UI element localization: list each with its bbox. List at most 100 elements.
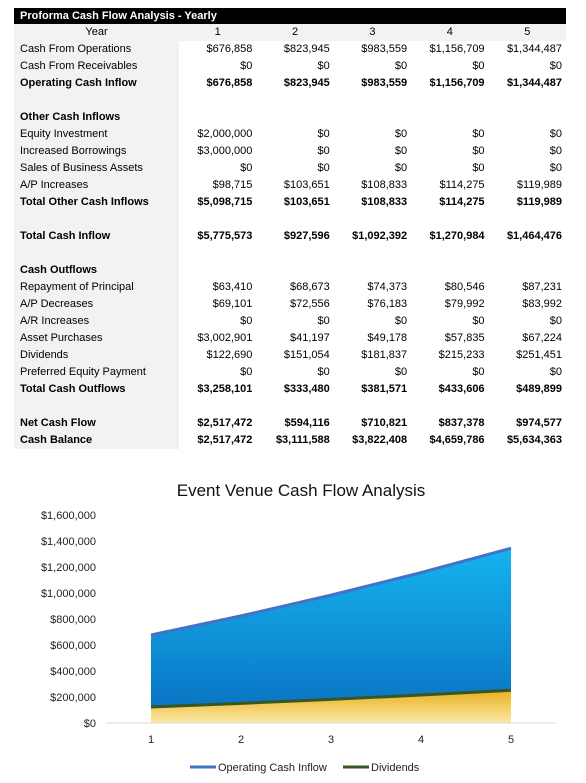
value-cell: [334, 92, 411, 109]
value-cell: $0: [317, 366, 330, 378]
table-row: [14, 245, 566, 262]
value-cell: $0: [317, 315, 330, 327]
x-tick-label: 4: [418, 734, 424, 746]
row-label: Cash Outflows: [14, 262, 179, 279]
value-cell: [256, 109, 333, 126]
value-cell: $0: [549, 145, 562, 157]
row-label: [14, 398, 179, 415]
row-label: [14, 245, 179, 262]
value-cell: $1,464,476: [506, 230, 562, 242]
value-cell: $5,634,363: [506, 434, 562, 446]
value-cell: [334, 109, 411, 126]
row-label: Equity Investment: [14, 126, 179, 143]
value-cell: $676,858: [206, 43, 253, 55]
value-cell: $0: [472, 60, 485, 72]
value-cell: [256, 398, 333, 415]
row-label: Cash Balance: [14, 432, 179, 449]
value-cell: $114,275: [439, 196, 485, 208]
value-cell: $0: [317, 60, 330, 72]
value-cell: $0: [549, 128, 562, 140]
value-cell: [489, 211, 566, 228]
value-cell: $710,821: [361, 417, 408, 429]
table-row: Dividends $122,690 $151,054 $181,837 $215,23…: [14, 347, 566, 364]
table-row: Operating Cash Inflow $676,858 $823,945 $98…: [14, 75, 566, 92]
value-cell: $76,183: [367, 298, 408, 310]
value-cell: [179, 262, 256, 279]
value-cell: $0: [394, 128, 408, 140]
table-row: Sales of Business Assets $0 $0 $0 $0 $0: [14, 160, 566, 177]
value-cell: [489, 109, 566, 126]
value-cell: $79,992: [444, 298, 485, 310]
value-cell: [256, 262, 333, 279]
value-cell: [489, 92, 566, 109]
value-cell: $0: [549, 162, 562, 174]
value-cell: $151,054: [283, 349, 330, 361]
line-operating-cash-inflow: [150, 546, 512, 637]
value-cell: $41,197: [290, 332, 330, 344]
table-row: A/P Increases $98,715 $103,651 $108,833 $114…: [14, 177, 566, 194]
row-label: Operating Cash Inflow: [14, 75, 179, 92]
row-label: Total Cash Outflows: [14, 381, 179, 398]
row-label: A/P Decreases: [14, 296, 179, 313]
value-cell: $0: [240, 162, 253, 174]
table-row: Other Cash Inflows: [14, 109, 566, 126]
cash-flow-chart: Event Venue Cash Flow Analysis $0 $200,00…: [0, 470, 586, 783]
value-cell: $1,344,487: [506, 43, 562, 55]
value-cell: $0: [317, 128, 330, 140]
value-cell: $0: [549, 366, 562, 378]
value-cell: $0: [317, 145, 330, 157]
chart-title: Event Venue Cash Flow Analysis: [177, 481, 426, 500]
value-cell: $103,651: [283, 196, 330, 208]
value-cell: $0: [394, 162, 408, 174]
row-label: Sales of Business Assets: [14, 160, 179, 177]
row-label: Cash From Operations: [14, 41, 179, 58]
row-label: Total Cash Inflow: [14, 228, 179, 245]
legend: Operating Cash Inflow Dividends: [190, 762, 420, 774]
value-cell: $1,344,487: [506, 77, 562, 89]
value-cell: [334, 211, 411, 228]
value-cell: $119,989: [516, 179, 562, 191]
value-cell: $5,775,573: [197, 230, 253, 242]
value-cell: $0: [317, 162, 330, 174]
value-cell: [179, 211, 256, 228]
y-tick-label: $1,200,000: [41, 562, 96, 574]
value-cell: $1,156,709: [429, 43, 485, 55]
row-label: Cash From Receivables: [14, 58, 179, 75]
value-cell: [411, 398, 488, 415]
value-cell: [256, 211, 333, 228]
row-label: Other Cash Inflows: [14, 109, 179, 126]
table-row: Cash Outflows: [14, 262, 566, 279]
value-cell: $0: [549, 315, 562, 327]
value-cell: [489, 262, 566, 279]
value-cell: $68,673: [290, 281, 330, 293]
x-tick-label: 5: [508, 734, 514, 746]
value-cell: $0: [394, 145, 408, 157]
value-cell: [334, 262, 411, 279]
chart-svg: Event Venue Cash Flow Analysis $0 $200,00…: [41, 481, 556, 774]
value-cell: $251,451: [516, 349, 562, 361]
plot-area: [150, 546, 512, 723]
table-title: Proforma Cash Flow Analysis - Yearly: [14, 8, 566, 24]
value-cell: $0: [472, 162, 485, 174]
value-cell: $0: [472, 145, 485, 157]
legend-label: Operating Cash Inflow: [218, 762, 327, 774]
value-cell: $114,275: [439, 179, 485, 191]
value-cell: [179, 92, 256, 109]
value-cell: $69,101: [212, 298, 253, 310]
value-cell: [256, 92, 333, 109]
year-header-cell: 4: [411, 24, 489, 41]
value-cell: $215,233: [438, 349, 485, 361]
y-axis: $0 $200,000 $400,000 $600,000 $800,000 $1,000…: [41, 510, 96, 730]
value-cell: $122,690: [206, 349, 253, 361]
value-cell: $3,000,000: [197, 145, 253, 157]
value-cell: $80,546: [444, 281, 485, 293]
y-tick-label: $600,000: [50, 640, 96, 652]
value-cell: $823,945: [283, 43, 330, 55]
value-cell: [411, 262, 488, 279]
y-tick-label: $1,000,000: [41, 588, 96, 600]
value-cell: [489, 245, 566, 262]
value-cell: $1,270,984: [429, 230, 485, 242]
row-label: Repayment of Principal: [14, 279, 179, 296]
table-row: Total Cash Outflows $3,258,101 $333,480 $38…: [14, 381, 566, 398]
y-tick-label: $800,000: [50, 614, 96, 626]
